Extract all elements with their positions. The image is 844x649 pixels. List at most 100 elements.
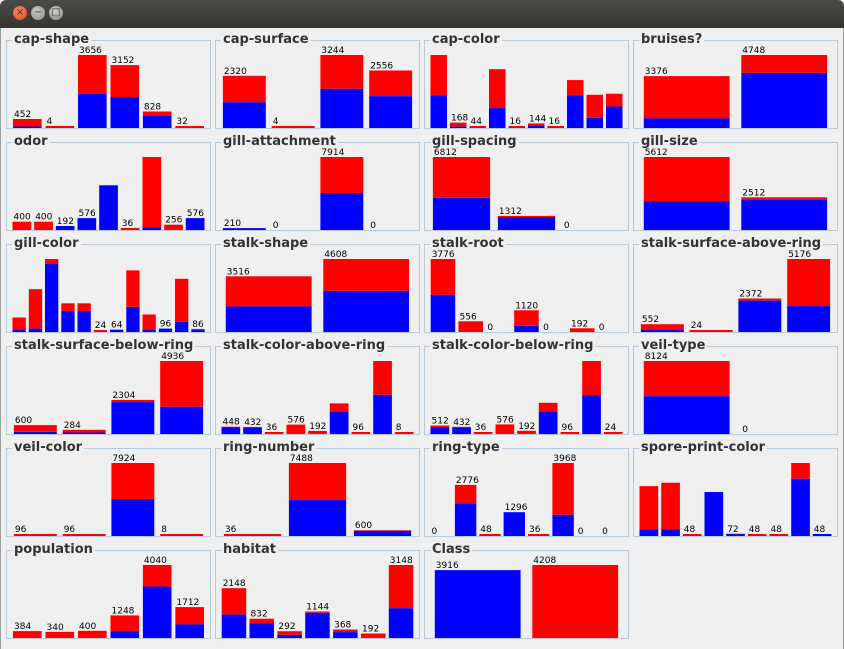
bar-value-label: 96 bbox=[160, 320, 172, 330]
bar-red-segment bbox=[45, 259, 59, 264]
bar-value-label: 0 bbox=[370, 221, 376, 231]
bar-value-label: 24 bbox=[605, 423, 617, 433]
bar-blue-segment bbox=[434, 570, 521, 638]
chart-title: habitat bbox=[221, 542, 278, 557]
bar-value-label: 1296 bbox=[505, 503, 528, 513]
bar-value-label: 6812 bbox=[434, 148, 457, 158]
bar-value-label: 48 bbox=[480, 525, 492, 535]
bar-red-segment bbox=[320, 55, 364, 89]
bar-red-segment bbox=[111, 399, 155, 402]
bar-red-segment bbox=[432, 157, 491, 198]
bar-red-segment bbox=[45, 126, 75, 128]
bar-red-segment bbox=[738, 298, 782, 301]
bar-blue-segment bbox=[430, 427, 450, 434]
bar-blue-segment bbox=[552, 514, 574, 536]
bar-value-label: 576 bbox=[288, 416, 305, 426]
bar-blue-segment bbox=[787, 306, 831, 332]
bar-red-segment bbox=[528, 123, 545, 126]
bar-value-label: 48 bbox=[749, 525, 761, 535]
bar-value-label: 44 bbox=[471, 117, 483, 127]
bar-red-segment bbox=[13, 119, 42, 127]
bar-value-label: 0 bbox=[543, 323, 549, 333]
bar-red-segment bbox=[508, 126, 525, 128]
bar-value-label: 36 bbox=[475, 423, 487, 433]
bar-blue-segment bbox=[28, 328, 43, 332]
bar-value-label: 4936 bbox=[161, 352, 184, 362]
bar-blue-segment bbox=[738, 300, 782, 332]
bar-blue-segment bbox=[741, 200, 828, 230]
bar-blue-segment bbox=[142, 116, 172, 128]
bar-value-label: 192 bbox=[518, 422, 535, 432]
bar-value-label: 2372 bbox=[739, 290, 762, 300]
bar-value-label: 2776 bbox=[456, 476, 479, 486]
bar-value-label: 7488 bbox=[290, 454, 313, 464]
bar-blue-segment bbox=[812, 534, 832, 536]
bar-red-segment bbox=[160, 361, 204, 407]
bar-chart: 600 284 2304 4936 bbox=[13, 352, 204, 434]
window-maximize-button[interactable]: □ bbox=[49, 6, 63, 20]
bar-value-label: 0 bbox=[602, 527, 608, 537]
bar-red-segment bbox=[160, 534, 204, 536]
bar-blue-segment bbox=[741, 72, 828, 128]
bar-red-segment bbox=[373, 361, 392, 395]
bar-red-segment bbox=[13, 534, 57, 536]
bar-blue-segment bbox=[369, 96, 413, 128]
bar-red-segment bbox=[28, 289, 43, 329]
bar-blue-segment bbox=[528, 126, 545, 128]
bar-blue-segment bbox=[514, 325, 539, 332]
window-close-button[interactable]: × bbox=[13, 6, 27, 20]
bar-chart: 210 0 7914 0 bbox=[222, 148, 376, 231]
chart-panel-gill-size: gill-size 5612 2512 bbox=[633, 135, 838, 231]
bar-blue-segment bbox=[726, 533, 745, 536]
bar-value-label: 1248 bbox=[112, 606, 135, 616]
bar-value-label: 192 bbox=[309, 422, 326, 432]
bar-red-segment bbox=[369, 70, 413, 97]
bar-value-label: 3968 bbox=[553, 454, 576, 464]
bar-blue-segment bbox=[225, 306, 312, 332]
bar-red-segment bbox=[741, 55, 828, 73]
bar-chart: 3376 4748 bbox=[643, 46, 828, 128]
chart-title: gill-size bbox=[639, 134, 700, 149]
bar-value-label: 96 bbox=[562, 423, 574, 433]
bar-blue-segment bbox=[333, 632, 358, 638]
chart-panel-veil-color: veil-color 96 96 7924 8 bbox=[6, 441, 211, 537]
chart-title: population bbox=[12, 542, 95, 557]
chart-panel-cap-shape: cap-shape 452 4 3656 3152 828 32 bbox=[6, 33, 211, 129]
bar-blue-segment bbox=[13, 431, 57, 434]
bar-value-label: 576 bbox=[79, 209, 96, 219]
bar-value-label: 4748 bbox=[742, 46, 765, 56]
bar-value-label: 96 bbox=[353, 423, 365, 433]
bar-red-segment bbox=[13, 425, 57, 432]
bar-blue-segment bbox=[305, 612, 330, 638]
chart-panel-class: Class 3916 4208 bbox=[424, 543, 629, 639]
bar-blue-segment bbox=[158, 328, 173, 332]
bar-value-label: 3516 bbox=[227, 267, 250, 277]
bar-value-label: 448 bbox=[223, 418, 240, 428]
bar-value-label: 828 bbox=[144, 103, 161, 113]
bar-red-segment bbox=[221, 426, 241, 428]
bar-red-segment bbox=[142, 157, 162, 228]
bar-red-segment bbox=[61, 303, 75, 311]
bar-red-segment bbox=[769, 534, 789, 536]
bar-blue-segment bbox=[175, 321, 189, 332]
window-minimize-button[interactable]: − bbox=[31, 6, 45, 20]
bar-red-segment bbox=[110, 615, 140, 631]
bar-red-segment bbox=[13, 631, 42, 638]
bar-red-segment bbox=[430, 55, 447, 96]
bar-value-label: 552 bbox=[642, 315, 659, 325]
bar-value-label: 4608 bbox=[324, 250, 347, 260]
bar-red-segment bbox=[329, 403, 349, 412]
bar-blue-segment bbox=[489, 108, 506, 128]
bar-blue-segment bbox=[432, 197, 491, 230]
bar-value-label: 576 bbox=[497, 415, 514, 425]
bar-value-label: 64 bbox=[111, 321, 123, 331]
bar-value-label: 3776 bbox=[432, 250, 455, 260]
bar-value-label: 192 bbox=[57, 217, 74, 227]
bar-red-segment bbox=[62, 534, 106, 536]
chart-title: veil-type bbox=[639, 338, 708, 353]
bar-value-label: 3152 bbox=[112, 56, 135, 66]
bar-blue-segment bbox=[567, 95, 584, 128]
bar-red-segment bbox=[175, 126, 204, 128]
bar-value-label: 96 bbox=[15, 525, 27, 535]
bar-red-segment bbox=[323, 259, 410, 291]
